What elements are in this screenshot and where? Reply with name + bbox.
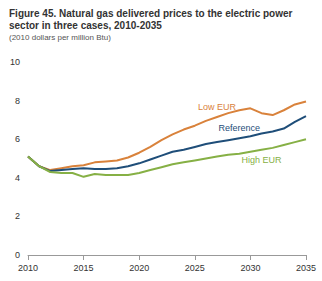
svg-text:High EUR: High EUR (242, 155, 283, 165)
svg-text:2020: 2020 (129, 263, 149, 273)
svg-text:2035: 2035 (296, 263, 316, 273)
svg-text:2010: 2010 (18, 263, 38, 273)
svg-text:2030: 2030 (240, 263, 260, 273)
svg-text:Reference: Reference (219, 123, 261, 133)
svg-text:(2010 dollars per million Btu): (2010 dollars per million Btu) (9, 33, 111, 42)
svg-text:6: 6 (15, 134, 20, 144)
svg-text:2: 2 (15, 211, 20, 221)
svg-text:8: 8 (15, 96, 20, 106)
svg-text:2025: 2025 (185, 263, 205, 273)
svg-text:10: 10 (10, 57, 20, 67)
svg-text:2015: 2015 (74, 263, 94, 273)
svg-text:0: 0 (15, 250, 20, 260)
svg-text:4: 4 (15, 173, 20, 183)
svg-text:sector in three cases, 2010-20: sector in three cases, 2010-2035 (9, 20, 162, 31)
svg-text:Low EUR: Low EUR (198, 102, 237, 112)
svg-text:Figure 45. Natural gas deliver: Figure 45. Natural gas delivered prices … (9, 8, 295, 19)
